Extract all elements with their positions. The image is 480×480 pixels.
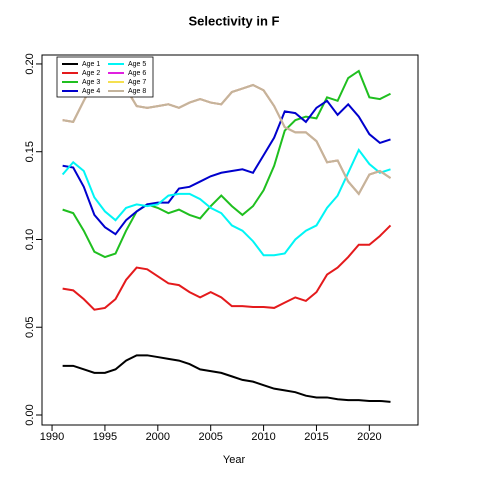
legend-label: Age 2: [82, 70, 100, 77]
y-tick-label: 0.00: [24, 404, 36, 425]
chart-title: Selectivity in F: [188, 13, 279, 28]
legend-label: Age 7: [128, 79, 146, 86]
series-line: [62, 69, 391, 259]
x-tick-label: 2015: [304, 431, 328, 443]
plot-frame: [41, 54, 419, 426]
series-line: [62, 99, 391, 236]
y-tick-label: 0.15: [24, 141, 36, 162]
x-axis-label: Year: [223, 454, 246, 466]
y-tick-label: 0.20: [24, 53, 36, 74]
x-tick-label: 1995: [93, 431, 117, 443]
y-tick-label: 0.10: [24, 229, 36, 250]
legend-label: Age 1: [82, 61, 100, 68]
legend-label: Age 3: [82, 79, 100, 86]
x-tick-label: 2005: [198, 431, 222, 443]
series-line: [62, 224, 392, 311]
x-tick-label: 2000: [146, 431, 170, 443]
x-tick-label: 1990: [40, 431, 64, 443]
legend-label: Age 5: [128, 61, 146, 68]
legend-label: Age 4: [82, 88, 100, 95]
legend-label: Age 6: [128, 70, 146, 77]
series-line: [61, 148, 391, 257]
y-tick-label: 0.05: [24, 317, 36, 338]
x-tick-label: 2010: [251, 431, 275, 443]
legend-label: Age 8: [128, 88, 146, 95]
x-tick-label: 2020: [357, 431, 381, 443]
plot-lines: [61, 62, 392, 403]
series-line: [62, 354, 391, 403]
